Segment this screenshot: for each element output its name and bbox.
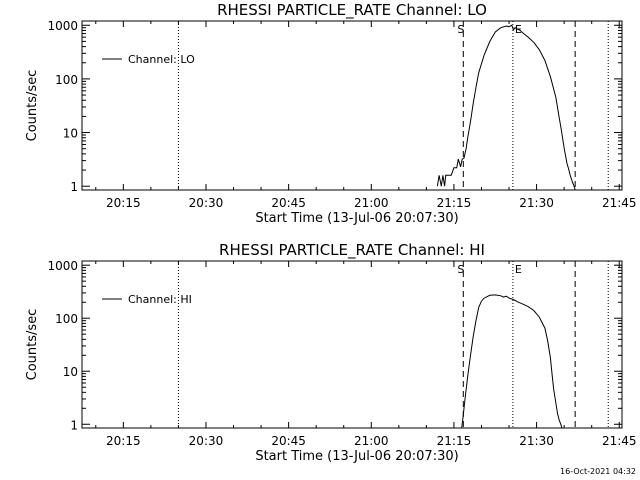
end-marker-label: E [515, 263, 522, 276]
x-tick-label: 21:15 [437, 196, 472, 210]
x-tick-label: 20:15 [106, 434, 141, 448]
chart-title: RHESSI PARTICLE_RATE Channel: HI [219, 241, 485, 260]
y-tick-label: 100 [55, 312, 78, 326]
timestamp: 16-Oct-2021 04:32 [560, 467, 636, 476]
x-tick-label: 21:45 [602, 196, 637, 210]
y-tick-label: 1 [70, 180, 78, 194]
series-line [436, 24, 576, 190]
plot-frame [81, 20, 623, 191]
x-tick-label: 20:45 [271, 196, 306, 210]
x-axis-label: Start Time (13-Jul-06 20:07:30) [255, 211, 458, 226]
start-marker-label: S [457, 263, 464, 276]
start-marker-label: S [457, 23, 464, 36]
x-tick-label: 21:15 [437, 434, 472, 448]
chart-panel-lo: RHESSI PARTICLE_RATE Channel: LO 20:15 20:… [25, 1, 637, 226]
y-tick-label: 10 [63, 365, 78, 379]
x-tick-label: 20:45 [271, 434, 306, 448]
x-tick-label: 21:30 [519, 434, 554, 448]
x-axis-label: Start Time (13-Jul-06 20:07:30) [255, 449, 458, 464]
legend-label: Channel: HI [128, 293, 192, 306]
series-line [461, 294, 563, 428]
x-tick-label: 20:15 [106, 196, 141, 210]
y-tick-label: 1000 [47, 19, 78, 33]
chart-title: RHESSI PARTICLE_RATE Channel: LO [217, 1, 487, 20]
chart-panel-hi: RHESSI PARTICLE_RATE Channel: HI 20:15 20:… [25, 241, 637, 464]
y-tick-label: 100 [55, 73, 78, 87]
y-axis-label: Counts/sec [25, 70, 40, 142]
x-tick-label: 20:30 [189, 196, 224, 210]
legend-label: Channel: LO [128, 53, 195, 66]
x-tick-label: 21:00 [354, 196, 389, 210]
x-tick-label: 21:00 [354, 434, 389, 448]
y-axis-label: Counts/sec [25, 309, 40, 381]
x-tick-label: 20:30 [189, 434, 224, 448]
x-tick-label: 21:45 [602, 434, 637, 448]
plot-frame [81, 260, 623, 429]
y-tick-label: 10 [63, 127, 78, 141]
x-tick-label: 21:30 [519, 196, 554, 210]
y-tick-label: 1 [70, 418, 78, 432]
y-tick-label: 1000 [47, 259, 78, 273]
